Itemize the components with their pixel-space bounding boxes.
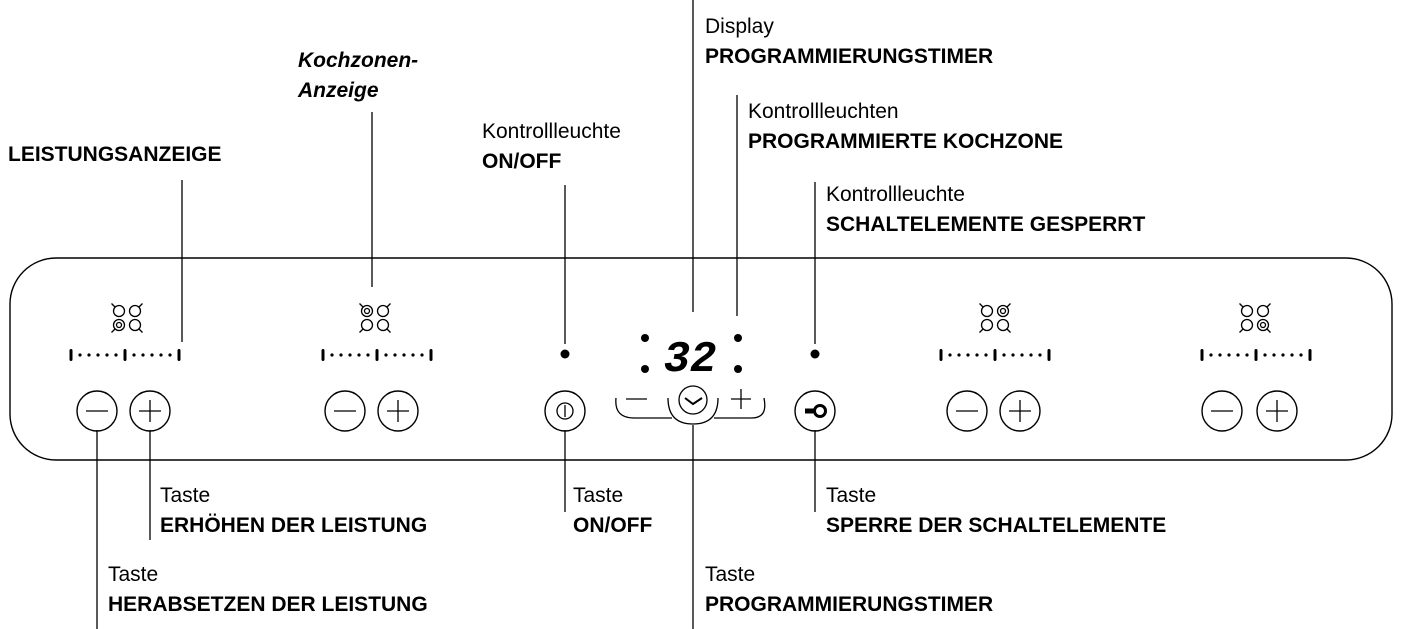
programmed-zone-light (641, 365, 649, 373)
key-icon (805, 404, 827, 418)
cooking-zone-4 (1200, 303, 1312, 432)
decrease-power-button[interactable] (946, 390, 988, 432)
power-level-bar (69, 349, 181, 361)
zone-indicator-icon (979, 303, 1011, 333)
display-digits: 32 (664, 335, 717, 385)
label-title: ERHÖHEN DER LEISTUNG (160, 514, 428, 537)
label-title: ON/OFF (482, 150, 562, 173)
zone-indicator-icon (1239, 303, 1271, 333)
programmed-zone-light (734, 334, 742, 342)
decrease-power-button[interactable] (1201, 390, 1243, 432)
zone-indicator-icon (111, 303, 143, 333)
onoff-indicator-light (560, 349, 570, 359)
zone-indicator-icon (359, 303, 391, 333)
label-title: PROGRAMMIERUNGSTIMER (705, 593, 994, 616)
cooking-zone-3 (939, 303, 1051, 432)
power-level-bar (1200, 349, 1312, 361)
increase-power-button[interactable] (377, 390, 419, 432)
plus-icon (1009, 400, 1031, 422)
label-taste-timer: Taste PROGRAMMIERUNGSTIMER (705, 560, 993, 620)
label-line: Anzeige (298, 79, 379, 102)
label-small: Kontrollleuchte (482, 120, 621, 143)
cooking-zone-1 (69, 303, 181, 432)
label-small: Taste (160, 484, 211, 507)
label-title: SCHALTELEMENTE GESPERRT (826, 213, 1146, 236)
label-title: HERABSETZEN DER LEISTUNG (108, 593, 428, 616)
plus-icon (1266, 400, 1288, 422)
programmed-zone-light (641, 334, 649, 342)
lock-button[interactable] (794, 390, 836, 432)
lock-indicator-light (810, 349, 820, 359)
plus-icon (139, 400, 161, 422)
label-display-timer: Display PROGRAMMIERUNGSTIMER (705, 12, 993, 72)
leader-lines (96, 0, 816, 629)
increase-power-button[interactable] (129, 390, 171, 432)
label-title: LEISTUNGSANZEIGE (8, 143, 222, 166)
decrease-power-button[interactable] (324, 390, 366, 432)
label-small: Taste (573, 484, 624, 507)
label-taste-sperre: Taste SPERRE DER SCHALTELEMENTE (826, 481, 1166, 541)
timer-button[interactable] (678, 385, 708, 415)
label-schaltelemente-gesperrt: Kontrollleuchte SCHALTELEMENTE GESPERRT (826, 180, 1145, 240)
label-taste-onoff: Taste ON/OFF (573, 481, 652, 541)
power-level-bar (321, 349, 433, 361)
onoff-button[interactable] (544, 390, 586, 432)
label-taste-erhoehen: Taste ERHÖHEN DER LEISTUNG (160, 481, 427, 541)
label-small: Kontrollleuchten (748, 100, 899, 123)
timer-plus-button[interactable] (731, 389, 751, 409)
panel-outline (9, 257, 1393, 461)
timer-display: 32 (641, 334, 742, 385)
label-small: Taste (108, 563, 159, 586)
power-icon (556, 402, 574, 420)
decrease-power-button[interactable] (76, 390, 118, 432)
label-small: Kontrollleuchte (826, 183, 965, 206)
label-programmierte-kochzone: Kontrollleuchten PROGRAMMIERTE KOCHZONE (748, 97, 1063, 157)
label-taste-herabsetzen: Taste HERABSETZEN DER LEISTUNG (108, 560, 428, 620)
plus-icon (387, 400, 409, 422)
label-kontrollleuchte-onoff: Kontrollleuchte ON/OFF (482, 117, 621, 177)
timer-control (615, 385, 766, 425)
increase-power-button[interactable] (999, 390, 1041, 432)
label-small: Taste (705, 563, 756, 586)
label-leistungsanzeige: LEISTUNGSANZEIGE (8, 140, 222, 170)
label-small: Display (705, 15, 774, 38)
increase-power-button[interactable] (1256, 390, 1298, 432)
cooking-zone-2 (321, 303, 433, 432)
programmed-zone-light (734, 365, 742, 373)
label-small: Taste (826, 484, 877, 507)
label-title: ON/OFF (573, 514, 653, 537)
label-title: SPERRE DER SCHALTELEMENTE (826, 514, 1167, 537)
clock-icon (684, 397, 703, 406)
label-kochzonen-anzeige: Kochzonen- Anzeige (298, 46, 418, 106)
label-line: Kochzonen- (298, 49, 419, 72)
label-title: PROGRAMMIERTE KOCHZONE (748, 130, 1063, 153)
cooking-zones (69, 303, 1312, 432)
power-level-bar (939, 349, 1051, 361)
label-title: PROGRAMMIERUNGSTIMER (705, 45, 994, 68)
